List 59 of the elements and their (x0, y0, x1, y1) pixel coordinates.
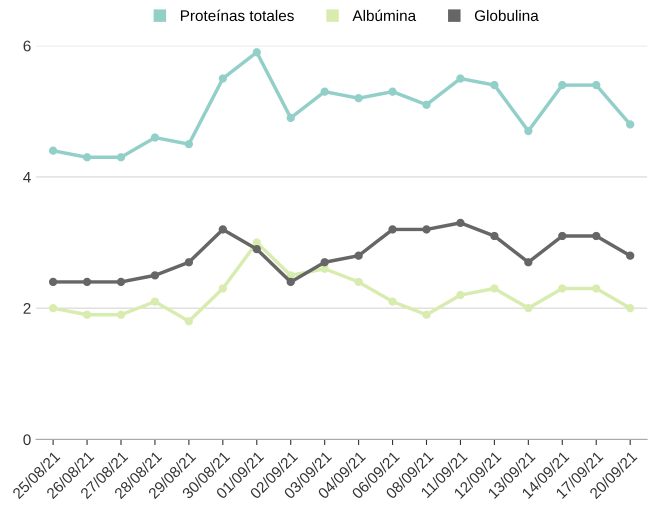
point (422, 310, 431, 319)
point (626, 304, 634, 312)
point (82, 278, 92, 286)
point (286, 278, 295, 286)
point (592, 232, 600, 240)
y-tick-label: 2 (24, 303, 31, 314)
point (82, 310, 92, 319)
y-tick-label: 6 (24, 40, 31, 52)
point (286, 114, 295, 122)
point (184, 140, 194, 148)
point (150, 271, 160, 280)
point (592, 284, 600, 293)
point (456, 290, 465, 300)
point (422, 225, 431, 234)
legend-label: Globulina (474, 10, 539, 22)
point (388, 87, 397, 96)
point (490, 284, 499, 293)
point (626, 252, 634, 260)
point (524, 126, 533, 136)
point (592, 80, 600, 90)
point (626, 120, 634, 129)
point (456, 218, 465, 228)
point (150, 297, 160, 306)
y-tick-label: 0 (23, 434, 31, 446)
point (184, 317, 194, 326)
point (320, 258, 329, 266)
point (524, 304, 533, 312)
point (456, 74, 465, 83)
point (48, 304, 58, 312)
point (558, 232, 566, 240)
point (558, 80, 566, 90)
point (48, 278, 58, 286)
point (150, 133, 160, 142)
point (558, 284, 566, 293)
point (320, 264, 329, 273)
point (252, 48, 261, 56)
point (218, 74, 227, 83)
legend-label: Proteínas totales (180, 10, 294, 22)
point (116, 278, 126, 286)
point (354, 252, 363, 260)
point (116, 310, 126, 319)
point (354, 278, 363, 286)
point (218, 284, 227, 293)
point (422, 100, 431, 109)
point (320, 87, 329, 96)
point (490, 80, 499, 90)
point (490, 232, 499, 240)
point (48, 146, 58, 155)
point (388, 225, 397, 234)
point (184, 258, 194, 266)
point (354, 94, 363, 102)
point (82, 153, 92, 162)
y-tick-label: 4 (23, 172, 31, 182)
point (388, 297, 397, 306)
point (116, 153, 126, 162)
point (524, 258, 533, 266)
point (218, 225, 227, 234)
legend-label: Albúmina (352, 10, 416, 22)
point (252, 244, 261, 254)
